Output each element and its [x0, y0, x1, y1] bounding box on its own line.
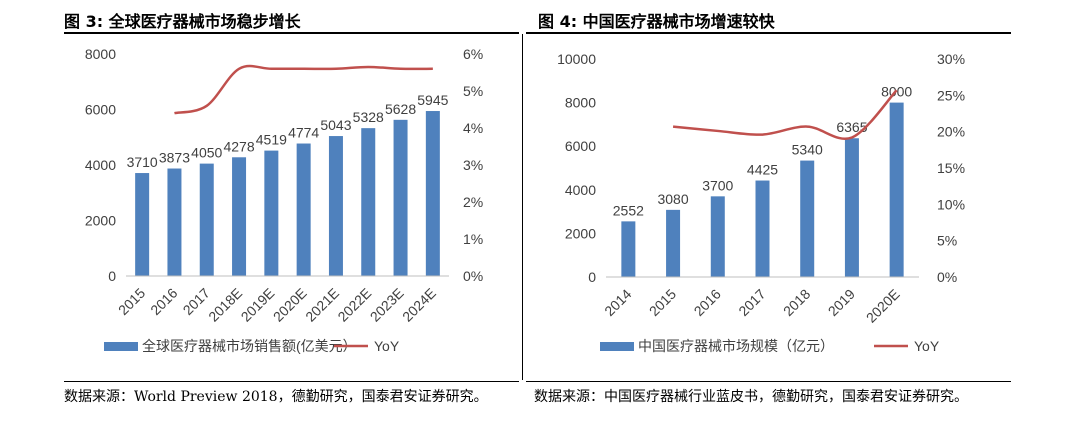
- x-tick-label: 2020E: [863, 286, 903, 326]
- x-tick-label: 2016: [147, 285, 180, 318]
- y-right-tick-label: 20%: [937, 124, 965, 140]
- x-tick-label: 2021E: [302, 285, 342, 325]
- bar-data-label: 4774: [288, 125, 319, 141]
- x-tick-label: 2015: [115, 285, 148, 318]
- x-tick-label: 2015: [646, 286, 679, 319]
- panel-divider: [522, 34, 523, 380]
- bar: [264, 150, 279, 276]
- bar: [666, 209, 681, 277]
- bar: [755, 180, 770, 277]
- y-left-tick-label: 2000: [85, 213, 116, 229]
- legend-label-line: YoY: [914, 338, 940, 354]
- bar-data-label: 3710: [127, 154, 158, 170]
- y-left-tick-label: 10000: [557, 51, 596, 67]
- y-right-tick-label: 15%: [937, 160, 965, 176]
- y-left-tick-label: 4000: [565, 182, 596, 198]
- x-tick-label: 2014: [601, 286, 634, 319]
- bar-data-label: 2552: [613, 202, 644, 218]
- figure-4-bottom-rule: [526, 381, 1011, 382]
- bar: [199, 163, 214, 276]
- x-tick-label: 2019E: [238, 285, 278, 325]
- bar: [621, 221, 636, 277]
- bar: [232, 157, 247, 276]
- y-left-tick-label: 2000: [565, 225, 596, 241]
- y-right-tick-label: 0%: [937, 269, 957, 285]
- bar: [844, 138, 859, 277]
- y-right-tick-label: 25%: [937, 87, 965, 103]
- x-tick-label: 2018: [780, 286, 813, 319]
- bar-data-label: 3873: [159, 150, 190, 166]
- y-right-tick-label: 5%: [463, 83, 483, 99]
- bar-data-label: 5628: [385, 101, 416, 117]
- y-right-tick-label: 4%: [463, 120, 483, 136]
- figure-4-top-rule: [526, 32, 1011, 34]
- bar: [296, 143, 311, 276]
- x-tick-label: 2024E: [399, 285, 439, 325]
- bar-data-label: 4050: [191, 145, 222, 161]
- legend-label-bar: 全球医疗器械市场销售额(亿美元）: [142, 338, 357, 354]
- y-right-tick-label: 5%: [937, 233, 957, 249]
- y-right-tick-label: 6%: [463, 46, 483, 62]
- y-left-tick-label: 0: [108, 268, 116, 284]
- y-right-tick-label: 30%: [937, 51, 965, 67]
- x-tick-label: 2020E: [270, 285, 310, 325]
- bar: [425, 111, 440, 277]
- x-tick-label: 2017: [735, 286, 768, 319]
- figure-4-title: 图 4: 中国医疗器械市场增速较快: [538, 12, 775, 31]
- bar-data-label: 5328: [353, 109, 384, 125]
- legend-swatch-bar: [104, 342, 138, 351]
- bar-data-label: 3080: [657, 191, 688, 207]
- y-left-tick-label: 6000: [85, 102, 116, 118]
- bar-data-label: 4519: [256, 132, 287, 148]
- x-tick-label: 2018E: [205, 285, 245, 325]
- bar-data-label: 6365: [836, 119, 867, 135]
- bar-data-label: 3700: [702, 177, 733, 193]
- bar-data-label: 4278: [223, 138, 254, 154]
- bar-data-label: 5043: [320, 117, 351, 133]
- bar: [393, 119, 408, 276]
- y-right-tick-label: 0%: [463, 268, 483, 284]
- y-right-tick-label: 2%: [463, 194, 483, 210]
- y-left-tick-label: 6000: [565, 138, 596, 154]
- bar: [167, 168, 182, 276]
- x-tick-label: 2022E: [334, 285, 374, 325]
- yoy-line: [672, 89, 898, 141]
- y-left-tick-label: 8000: [85, 46, 116, 62]
- yoy-line: [174, 64, 433, 115]
- legend-swatch-bar: [600, 342, 634, 351]
- bar-data-label: 5945: [417, 92, 448, 108]
- x-tick-label: 2016: [691, 286, 724, 319]
- legend-label-bar: 中国医疗器械市场规模（亿元）: [638, 338, 834, 354]
- bar: [328, 136, 343, 276]
- figure-3-source: 数据来源：World Preview 2018，德勤研究，国泰君安证券研究。: [64, 389, 488, 405]
- y-right-tick-label: 10%: [937, 196, 965, 212]
- figure-3-title: 图 3: 全球医疗器械市场稳步增长: [64, 12, 301, 31]
- bar-data-label: 4425: [747, 162, 778, 178]
- figure-3-bottom-rule: [64, 381, 519, 382]
- y-left-tick-label: 4000: [85, 157, 116, 173]
- y-right-tick-label: 1%: [463, 231, 483, 247]
- x-tick-label: 2019: [825, 286, 858, 319]
- bar: [800, 160, 815, 277]
- bar: [135, 173, 150, 276]
- figure-4-source: 数据来源：中国医疗器械行业蓝皮书，德勤研究，国泰君安证券研究。: [534, 389, 968, 405]
- y-right-tick-label: 3%: [463, 157, 483, 173]
- bar: [710, 196, 725, 277]
- figure-3-top-rule: [64, 32, 519, 34]
- bar: [361, 128, 376, 276]
- bar-data-label: 5340: [792, 142, 823, 158]
- bar: [889, 102, 904, 277]
- legend-label-line: YoY: [374, 338, 400, 354]
- figure-4-chart: 0 2000 4000 6000 8000 10000 0% 5% 10% 15% 20% 25% 30…: [557, 51, 965, 354]
- y-left-tick-label: 0: [588, 269, 596, 285]
- x-tick-label: 2023E: [367, 285, 407, 325]
- y-left-tick-label: 8000: [565, 95, 596, 111]
